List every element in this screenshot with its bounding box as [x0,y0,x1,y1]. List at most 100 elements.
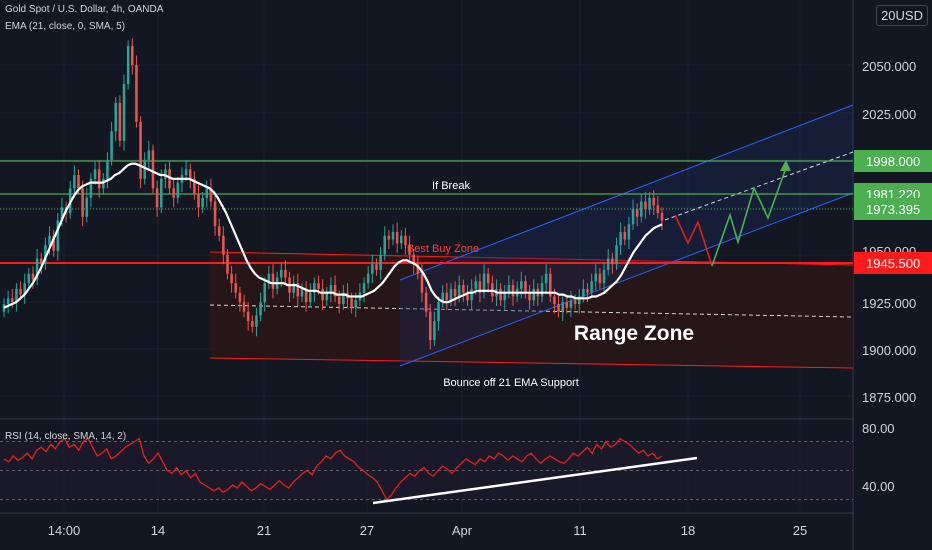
time-tick-label: 14:00 [48,523,81,538]
candle-body [648,197,651,210]
projected-green-path [711,167,787,267]
candle-body [6,298,10,305]
candle-body [226,254,229,274]
candle-body [433,321,436,341]
candle-body [503,292,507,301]
candle-body [296,283,300,297]
price-tick-label: 1925.000 [862,296,916,311]
currency-badge[interactable]: 20USD [876,5,928,26]
candle-body [329,285,333,293]
candle-body [395,231,399,244]
candle-body [52,235,55,251]
candle-body [511,285,515,297]
ema-21-line [3,162,663,309]
candle-body [362,283,366,293]
rsi-info: RSI (14, close, SMA, 14, 2) [5,431,127,442]
range-zone-fill [210,252,853,368]
level-price-label: 1945.500 [866,256,920,271]
candle-body [213,201,217,227]
candle-body [441,292,444,303]
rsi-line [3,437,663,501]
candle-body [106,159,109,179]
time-tick-label: 25 [793,523,807,538]
candle-body [660,212,664,221]
candle-body [263,283,266,303]
candle-body [172,188,175,198]
candle-body [23,283,26,295]
candle-body [404,235,407,246]
candle-body [135,65,138,122]
projected-arrow-head [780,160,791,171]
candle-body [209,188,213,202]
time-axis[interactable]: 14:00 14 21 27 Apr 11 18 25 [48,523,808,538]
price-axis-bg [854,0,932,550]
candle-body [151,150,155,189]
annotations: If Break Best Buy Zone Range Zone Bounce of… [407,180,694,389]
level-price-tag [854,150,932,172]
price-tick-label: 1875.000 [862,390,916,405]
candle-body [437,302,440,322]
candle-body [259,302,262,316]
candle-body [594,273,598,282]
candle-body [102,178,105,189]
candle-body [205,188,209,198]
candle-body [39,258,43,265]
candle-body [19,288,22,295]
rsi-trendline [372,456,698,505]
candle-body [267,273,271,284]
candle-body [611,258,614,265]
candle-body [337,296,341,305]
candle-body [147,150,151,160]
candle-body [159,178,163,208]
candle-body [631,209,635,225]
candle-body [321,288,324,301]
candle-body [623,231,627,240]
candle-body [56,220,60,251]
axis-top-label: 20 [881,8,896,23]
channel-lower-line [399,192,854,367]
candle-body [139,121,142,179]
candle-body [540,283,544,297]
channel-upper-line [399,104,854,281]
candle-body [31,273,35,280]
candle-body [97,169,101,189]
candle-body [520,281,523,289]
candle-body [557,304,560,312]
label-if-break: If Break [432,180,470,192]
level-price-tag [854,198,932,220]
candle-body [428,311,432,341]
candle-body [110,131,113,160]
candle-body [366,273,370,284]
candle-body [383,235,387,255]
candle-body [635,209,639,217]
candle-body [304,288,308,303]
level-price-label: 1973.395 [866,202,920,217]
candle-body [143,159,146,179]
candle-body [35,258,39,280]
rsi-pane [0,437,853,505]
candle-body [242,302,246,312]
candle-body [412,254,415,265]
candle-body [528,292,531,301]
projection-paths [674,160,791,267]
candle-body [416,264,420,274]
currency-label: USD [895,8,923,23]
candle-body [11,298,14,303]
candle-body [627,224,631,240]
candle-body [619,231,622,246]
candle-body [126,46,130,84]
candle-body [474,281,478,289]
candle-body [656,205,660,213]
candle-body [602,269,606,284]
candle-body [573,300,577,305]
candle-body [590,281,593,293]
candle-body [217,226,221,236]
candle-body [462,285,465,293]
price-tick-label: 2025.000 [862,107,916,122]
candle-body [246,311,250,322]
candle-body [48,235,51,246]
candle-body [586,288,589,293]
candle-body [333,285,337,297]
price-axis[interactable]: 1875.000 1900.000 1925.000 2025.000 2050.000… [854,0,932,550]
